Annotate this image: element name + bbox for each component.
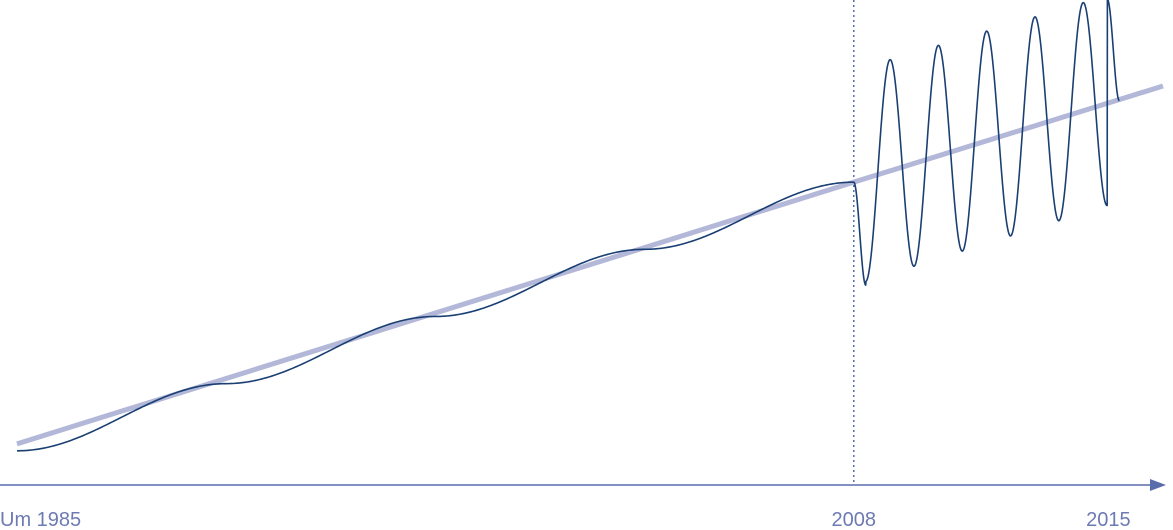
trend-line (16, 83, 1164, 447)
x-tick-labels: Um 1985 2008 2015 (0, 509, 1131, 530)
x-axis-arrow-icon (1150, 479, 1166, 491)
x-tick-label: 2008 (832, 509, 877, 530)
actual-line (16, 0, 1120, 452)
x-tick-label: Um 1985 (0, 509, 81, 530)
x-tick-label: 2015 (1086, 509, 1131, 530)
